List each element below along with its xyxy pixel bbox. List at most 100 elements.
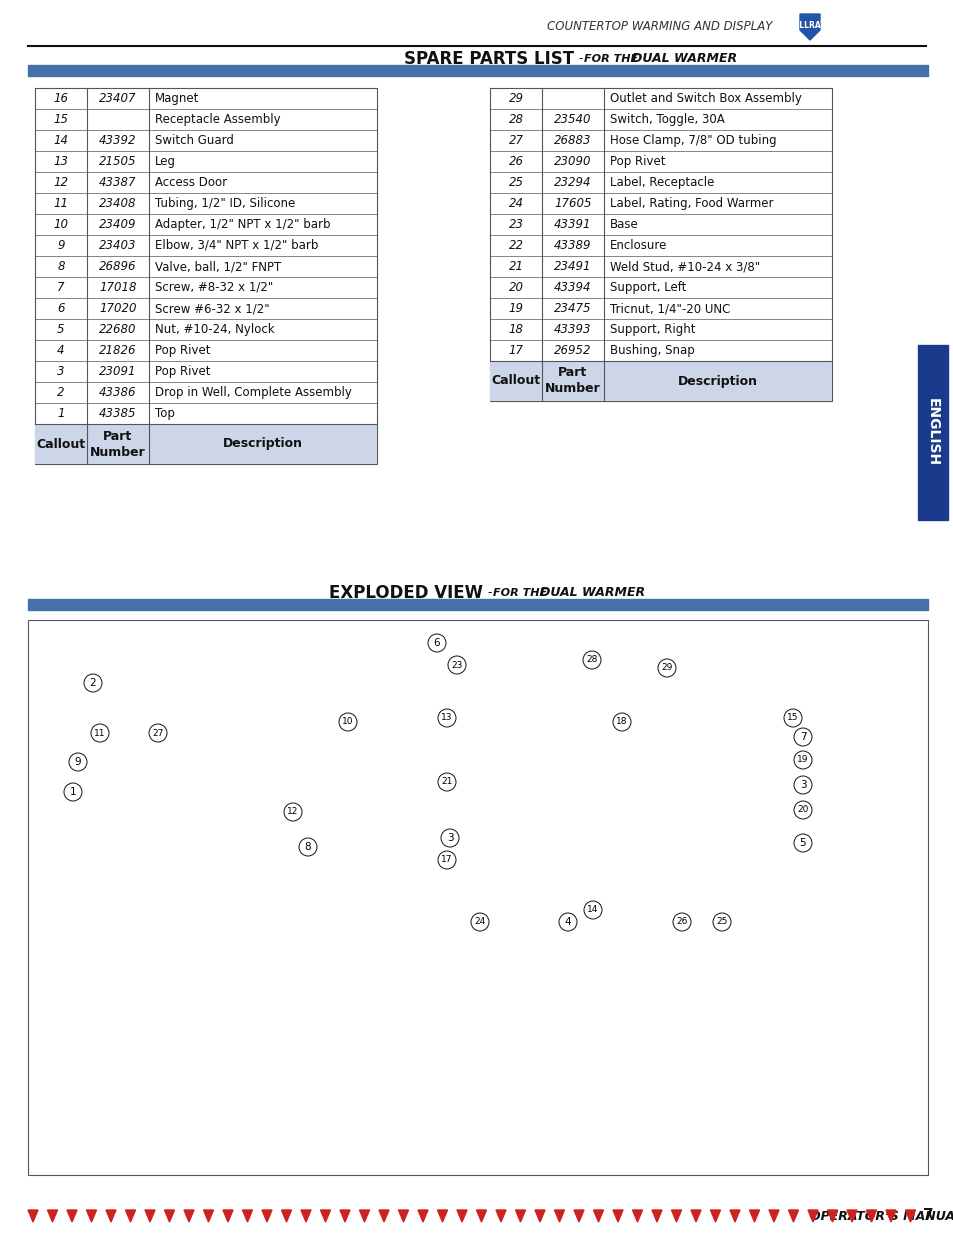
- Text: 43393: 43393: [554, 324, 591, 336]
- Text: Screw #6-32 x 1/2": Screw #6-32 x 1/2": [154, 303, 270, 315]
- Polygon shape: [320, 1210, 330, 1221]
- Circle shape: [582, 651, 600, 669]
- Text: 17605: 17605: [554, 198, 591, 210]
- Polygon shape: [826, 1210, 837, 1221]
- Polygon shape: [48, 1210, 57, 1221]
- Polygon shape: [378, 1210, 389, 1221]
- Text: 13: 13: [53, 156, 69, 168]
- Text: EXPLODED VIEW: EXPLODED VIEW: [329, 584, 482, 601]
- Circle shape: [69, 753, 87, 771]
- Circle shape: [284, 803, 302, 821]
- Text: 23408: 23408: [99, 198, 136, 210]
- Text: 14: 14: [587, 905, 598, 914]
- Text: 28: 28: [508, 112, 523, 126]
- Text: Drop in Well, Complete Assembly: Drop in Well, Complete Assembly: [154, 387, 352, 399]
- Polygon shape: [651, 1210, 661, 1221]
- Text: Callout: Callout: [36, 437, 86, 451]
- Polygon shape: [223, 1210, 233, 1221]
- Circle shape: [298, 839, 316, 856]
- Text: 19: 19: [797, 756, 808, 764]
- Text: Weld Stud, #10-24 x 3/8": Weld Stud, #10-24 x 3/8": [609, 261, 760, 273]
- Text: 26: 26: [676, 918, 687, 926]
- Text: 16: 16: [53, 91, 69, 105]
- Text: -: -: [578, 53, 582, 65]
- Text: 21: 21: [508, 261, 523, 273]
- Text: 7: 7: [57, 282, 65, 294]
- Text: SPARE PARTS LIST: SPARE PARTS LIST: [403, 49, 574, 68]
- Text: Elbow, 3/4" NPT x 1/2" barb: Elbow, 3/4" NPT x 1/2" barb: [154, 240, 318, 252]
- Text: 6: 6: [57, 303, 65, 315]
- Text: 24: 24: [508, 198, 523, 210]
- Polygon shape: [671, 1210, 680, 1221]
- Text: Tubing, 1/2" ID, Silicone: Tubing, 1/2" ID, Silicone: [154, 198, 294, 210]
- Text: 25: 25: [716, 918, 727, 926]
- Polygon shape: [729, 1210, 740, 1221]
- Polygon shape: [690, 1210, 700, 1221]
- Text: 7: 7: [799, 732, 805, 742]
- Text: 26883: 26883: [554, 135, 591, 147]
- Circle shape: [437, 709, 456, 727]
- Text: 27: 27: [508, 135, 523, 147]
- Text: 18: 18: [616, 718, 627, 726]
- Text: 4: 4: [564, 918, 571, 927]
- Text: Base: Base: [609, 219, 639, 231]
- Text: Support, Left: Support, Left: [609, 282, 685, 294]
- Text: Enclosure: Enclosure: [609, 240, 667, 252]
- Text: 19: 19: [508, 303, 523, 315]
- Circle shape: [448, 656, 465, 674]
- Text: 7: 7: [922, 1209, 932, 1224]
- Circle shape: [793, 727, 811, 746]
- Text: 17020: 17020: [99, 303, 136, 315]
- Text: 29: 29: [660, 663, 672, 673]
- Text: 3: 3: [446, 832, 453, 844]
- Text: 22680: 22680: [99, 324, 136, 336]
- Text: 10: 10: [342, 718, 354, 726]
- Text: 21505: 21505: [99, 156, 136, 168]
- Polygon shape: [632, 1210, 641, 1221]
- Text: 28: 28: [586, 656, 598, 664]
- Bar: [35, 88, 376, 464]
- Circle shape: [84, 674, 102, 692]
- Circle shape: [613, 713, 630, 731]
- Text: Part
Number: Part Number: [544, 367, 600, 395]
- Text: 9: 9: [57, 240, 65, 252]
- Text: Leg: Leg: [154, 156, 175, 168]
- Polygon shape: [301, 1210, 311, 1221]
- Text: 12: 12: [287, 808, 298, 816]
- Circle shape: [437, 851, 456, 869]
- Circle shape: [783, 709, 801, 727]
- Text: 14: 14: [53, 135, 69, 147]
- Text: Label, Receptacle: Label, Receptacle: [609, 177, 714, 189]
- Circle shape: [558, 913, 577, 931]
- Text: 17: 17: [441, 856, 453, 864]
- Polygon shape: [496, 1210, 505, 1221]
- Polygon shape: [398, 1210, 408, 1221]
- Polygon shape: [339, 1210, 350, 1221]
- Polygon shape: [28, 1210, 38, 1221]
- Text: Pop Rivet: Pop Rivet: [154, 366, 211, 378]
- Polygon shape: [203, 1210, 213, 1221]
- Text: 21826: 21826: [99, 345, 136, 357]
- Text: 43387: 43387: [99, 177, 136, 189]
- Text: 43394: 43394: [554, 282, 591, 294]
- Polygon shape: [846, 1210, 856, 1221]
- Text: 43392: 43392: [99, 135, 136, 147]
- Text: 9: 9: [74, 757, 81, 767]
- Text: Adapter, 1/2" NPT x 1/2" barb: Adapter, 1/2" NPT x 1/2" barb: [154, 219, 330, 231]
- Text: 23491: 23491: [554, 261, 591, 273]
- Text: 23403: 23403: [99, 240, 136, 252]
- Text: 13: 13: [441, 714, 453, 722]
- Polygon shape: [87, 1210, 96, 1221]
- Text: 20: 20: [508, 282, 523, 294]
- Polygon shape: [242, 1210, 253, 1221]
- Text: 21: 21: [441, 778, 453, 787]
- Text: Pop Rivet: Pop Rivet: [609, 156, 665, 168]
- Circle shape: [440, 829, 458, 847]
- Polygon shape: [67, 1210, 77, 1221]
- Text: 26: 26: [508, 156, 523, 168]
- Polygon shape: [788, 1210, 798, 1221]
- Polygon shape: [359, 1210, 369, 1221]
- Text: 6: 6: [434, 638, 440, 648]
- Polygon shape: [574, 1210, 583, 1221]
- Text: Magnet: Magnet: [154, 91, 199, 105]
